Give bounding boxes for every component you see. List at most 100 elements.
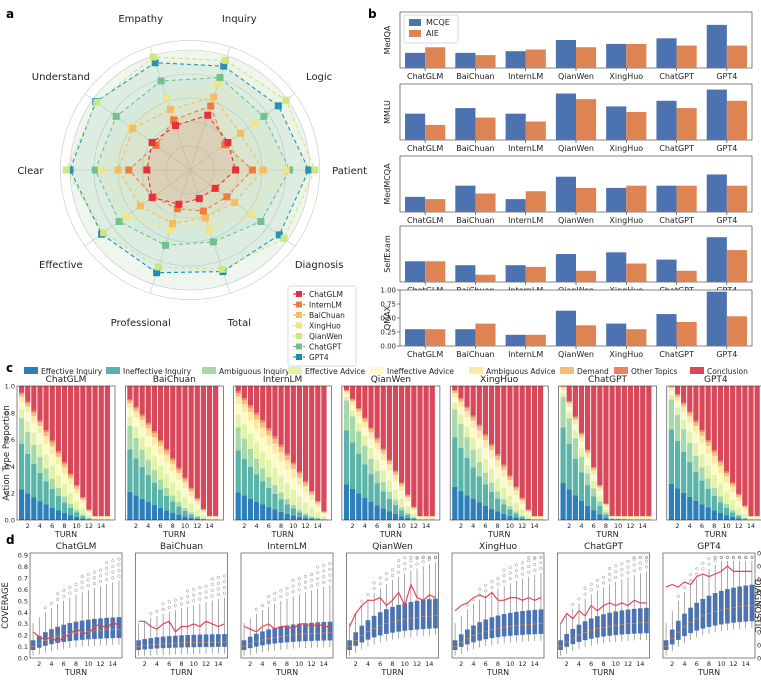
stack-bar-segment [164,488,169,496]
box-ytick-label-left: 0.1 [18,643,28,651]
stack-bar-segment [513,503,518,512]
stack-bar-segment [561,388,566,390]
stack-bar-segment [687,443,692,462]
stack-bar-segment [603,504,608,505]
stack-bar-segment [405,507,410,513]
stack-bar-segment [452,386,457,390]
bar-mcqe-xinghuo [606,324,626,346]
bar-aie-chatgpt [677,322,697,346]
box-xtick-label: 6 [378,660,382,668]
stack-bar-segment [62,502,67,513]
stack-bar-segment [387,386,392,460]
box-iqr [558,640,563,650]
stack-bar-segment [538,517,543,518]
stack-bar-segment [236,451,241,493]
stack-bar-segment [579,433,584,434]
stack-xtick-label: 10 [289,522,297,530]
stack-bar-segment [285,483,290,499]
box-iqr [483,620,488,640]
stack-bar-segment [458,491,463,520]
stack-bar-segment [260,423,265,428]
stack-bar-segment [424,517,429,518]
stack-bar-segment [321,512,326,513]
stack-bar-segment [561,390,566,393]
stack-bar-segment [260,481,265,504]
stack-xtick-label: 6 [158,522,162,530]
stack-bar-segment [297,510,302,513]
stack-bar-segment [297,485,302,496]
stack-bar-segment [93,517,98,518]
stack-bar-segment [591,386,596,467]
stack-bar-segment [158,466,163,480]
stack-bar-segment [19,386,24,393]
stack-bar-segment [99,517,104,518]
box-xtick-label: 6 [167,660,171,668]
bar-mcqe-baichuan [455,329,475,346]
stack-bar-segment [260,386,265,420]
stack-bar-segment [561,397,566,428]
stack-bar-segment [254,443,259,459]
stack-bar-segment [616,386,621,516]
stack-xtick-label: 6 [592,522,596,530]
box-ylabel-left: COVERAGE [1,582,11,629]
stack-bar-segment [362,464,367,497]
radar-point-internlm [125,167,132,174]
stack-bar-segment [471,499,476,520]
bar-aie-chatglm [425,199,445,212]
box-iqr [191,635,196,647]
stack-bar-segment [236,391,241,393]
stack-bar-segment [742,506,747,507]
box-xtick-label: 12 [413,660,421,668]
box-iqr [421,600,426,629]
stack-bar-segment [603,512,608,514]
stack-bar-segment [260,504,265,520]
stack-bar-segment [393,490,398,500]
box-xtick-label: 10 [401,660,409,668]
bar-mcqe-internlm [506,265,526,282]
box-subplot-title: ChatGLM [56,542,97,552]
stack-xtick-label: 6 [375,522,379,530]
stack-bar-segment [291,386,296,463]
stack-bar-segment [195,498,200,499]
stack-bar-segment [399,386,404,483]
box-ytick-label-left: 0.5 [18,597,28,605]
stack-bar-segment [375,440,380,443]
stack-xtick-label: 6 [50,522,54,530]
stack-bar-segment [176,386,181,468]
box-iqr [508,613,513,636]
stack-bar-segment [513,495,518,502]
stack-bar-segment [405,513,410,515]
bar-mcqe-gpt4 [707,90,727,140]
stack-bar-segment [452,393,457,397]
stack-bar-segment [80,508,85,514]
stack-bar-segment [464,408,469,411]
stack-bar-segment [675,397,680,401]
stack-bar-segment [303,481,308,483]
stack-bar-segment [176,468,181,470]
stack-xtick-label: 12 [735,522,743,530]
stack-bar-segment [742,514,747,518]
stack-bar-segment [706,446,711,454]
stack-bar-segment [381,460,386,470]
stack-xtick-label: 4 [146,522,150,530]
stack-bar-segment [99,518,104,519]
box-iqr [713,593,718,625]
bar-mcqe-internlm [506,114,526,140]
stack-bar-segment [272,453,277,468]
bar-xtick-label: BaiChuan [456,144,494,153]
stack-bar-segment [350,386,355,399]
stack-bar-segment [699,443,704,454]
stack-bar-segment [585,453,590,458]
bar-xtick-label: XingHuo [609,72,643,81]
stack-bar-segment [344,430,349,484]
stack-bar-segment [170,460,175,464]
box-iqr [86,620,91,640]
stack-bar-segment [368,448,373,459]
stack-bar-segment [699,386,704,430]
stack-bar-segment [699,430,704,432]
box-iqr [526,610,531,634]
stack-bar-segment [489,469,494,482]
stack-bar-segment [266,507,271,520]
stack-bar-segment [669,391,674,395]
stack-bar-segment [579,386,584,433]
